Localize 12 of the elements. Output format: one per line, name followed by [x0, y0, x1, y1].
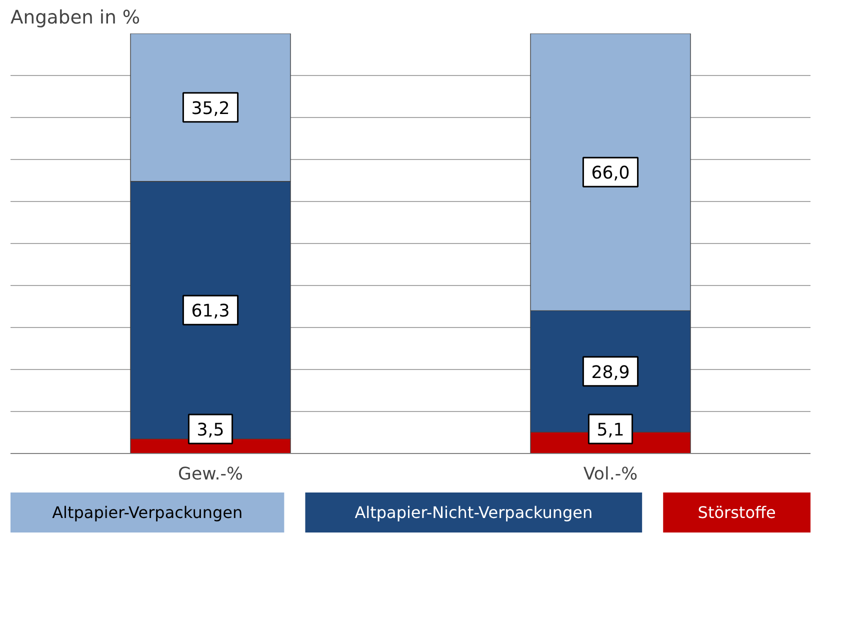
data-label: 3,5: [196, 420, 224, 440]
data-label: 61,3: [191, 302, 230, 322]
data-label: 28,9: [591, 362, 630, 383]
data-label: 66,0: [591, 164, 630, 184]
text: Störstoffe: [698, 503, 776, 522]
text: Altpapier-Nicht-Verpackungen: [354, 503, 593, 522]
data-label: 35,2: [191, 98, 230, 119]
x-tick-label: Vol.-%: [583, 464, 638, 484]
text: Altpapier-Verpackungen: [52, 503, 243, 522]
chart-title: Angaben in %: [10, 8, 140, 28]
data-label: 5,1: [596, 420, 624, 440]
x-tick-label: Gew.-%: [178, 464, 243, 484]
